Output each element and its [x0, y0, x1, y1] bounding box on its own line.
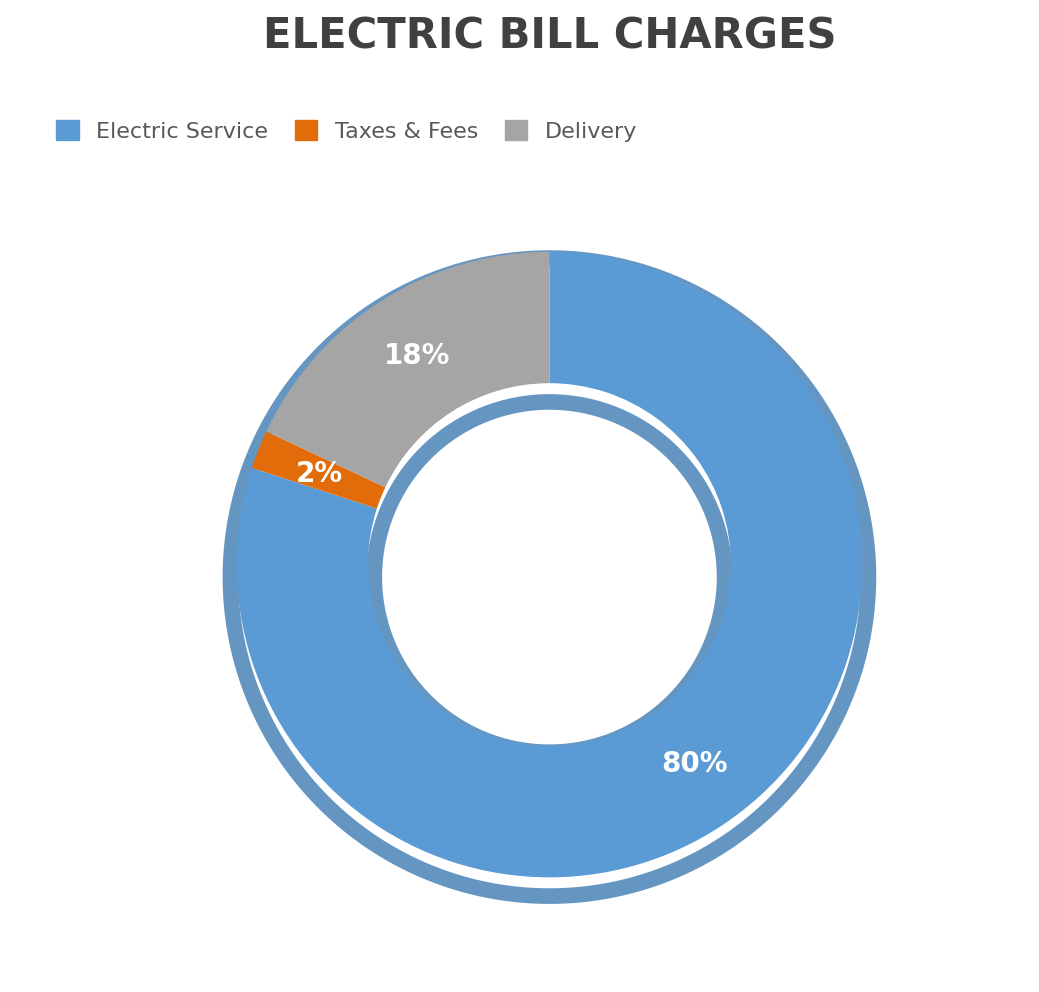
Legend: Electric Service, Taxes & Fees, Delivery: Electric Service, Taxes & Fees, Delivery [56, 120, 638, 142]
Wedge shape [237, 252, 862, 877]
Wedge shape [252, 432, 385, 509]
PathPatch shape [367, 394, 732, 760]
Text: 80%: 80% [662, 751, 728, 779]
PathPatch shape [222, 250, 876, 904]
Text: 18%: 18% [383, 342, 450, 370]
Title: ELECTRIC BILL CHARGES: ELECTRIC BILL CHARGES [263, 16, 836, 58]
Wedge shape [266, 252, 550, 487]
Text: 2%: 2% [296, 459, 343, 488]
